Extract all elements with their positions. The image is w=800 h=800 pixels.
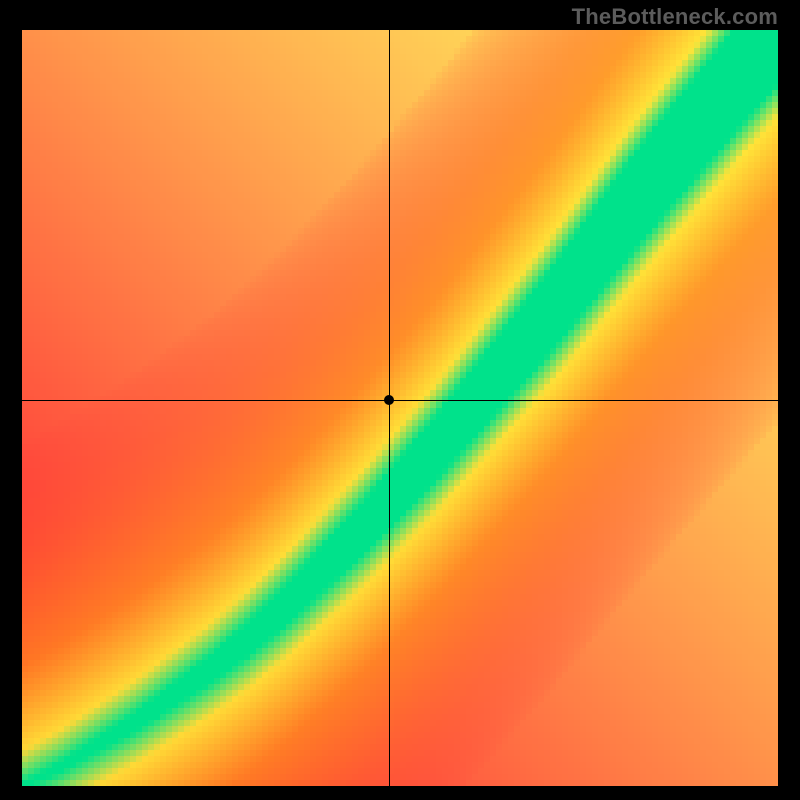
heatmap-plot: [22, 30, 778, 786]
chart-frame: TheBottleneck.com: [0, 0, 800, 800]
crosshair-horizontal: [22, 400, 778, 401]
crosshair-vertical: [389, 30, 390, 786]
watermark-text: TheBottleneck.com: [572, 4, 778, 30]
heatmap-canvas: [22, 30, 778, 786]
crosshair-dot: [384, 395, 394, 405]
